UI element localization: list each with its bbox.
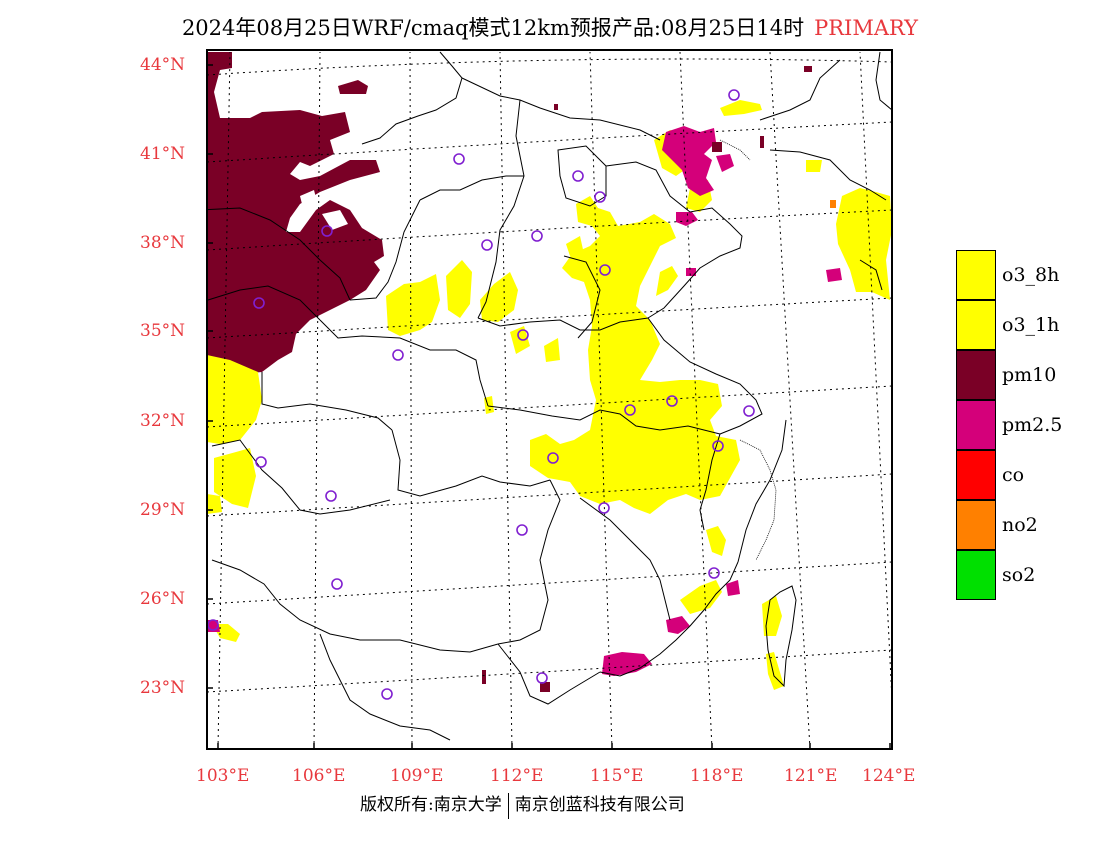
axis-ticks xyxy=(207,64,891,749)
map-title: 2024年08月25日WRF/cmaq模式12km预报产品:08月25日14时 P… xyxy=(0,12,1100,42)
legend-label: o3_1h xyxy=(1002,314,1060,336)
lat-label-23: 23°N xyxy=(140,678,186,698)
pm10-region-northwest xyxy=(207,52,384,374)
legend-swatch xyxy=(956,550,996,600)
lat-label-44: 44°N xyxy=(140,55,186,75)
footer-copyright: 版权所有:南京大学 xyxy=(360,795,502,815)
lat-label-26: 26°N xyxy=(140,589,186,609)
legend-swatch xyxy=(956,400,996,450)
pm25-regions xyxy=(208,126,842,676)
footer-credits: 版权所有:南京大学 南京创蓝科技有限公司 xyxy=(360,790,685,819)
legend-swatch xyxy=(956,450,996,500)
lon-label-124: 124°E xyxy=(862,766,916,786)
legend-swatch xyxy=(956,250,996,300)
lat-label-29: 29°N xyxy=(140,500,186,520)
lon-label-115: 115°E xyxy=(590,766,644,786)
legend-label: o3_8h xyxy=(1002,264,1060,286)
legend-label: pm2.5 xyxy=(1002,414,1063,436)
legend-label: pm10 xyxy=(1002,364,1057,386)
lat-label-38: 38°N xyxy=(140,233,186,253)
station-markers xyxy=(207,89,755,700)
title-text: 2024年08月25日WRF/cmaq模式12km预报产品:08月25日14时 xyxy=(181,16,805,40)
lon-label-106: 106°E xyxy=(292,766,346,786)
lat-label-32: 32°N xyxy=(140,411,186,431)
footer-company: 南京创蓝科技有限公司 xyxy=(514,795,685,815)
lat-label-41: 41°N xyxy=(140,144,186,164)
map-frame xyxy=(206,49,893,750)
province-boundaries xyxy=(207,51,892,741)
legend-swatch xyxy=(956,500,996,550)
legend-swatch xyxy=(956,350,996,400)
legend-swatch xyxy=(956,300,996,350)
footer-divider xyxy=(507,792,509,819)
pm10-patch-north xyxy=(338,80,368,94)
lon-label-121: 121°E xyxy=(784,766,838,786)
legend-label: no2 xyxy=(1002,514,1038,536)
title-tag-primary: PRIMARY xyxy=(814,16,919,40)
lon-label-103: 103°E xyxy=(196,766,250,786)
lat-label-35: 35°N xyxy=(140,321,186,341)
graticule xyxy=(207,51,892,749)
lon-label-112: 112°E xyxy=(490,766,544,786)
legend-label: so2 xyxy=(1002,564,1036,586)
lon-label-118: 118°E xyxy=(690,766,744,786)
lon-label-109: 109°E xyxy=(390,766,444,786)
legend-label: co xyxy=(1002,464,1025,486)
